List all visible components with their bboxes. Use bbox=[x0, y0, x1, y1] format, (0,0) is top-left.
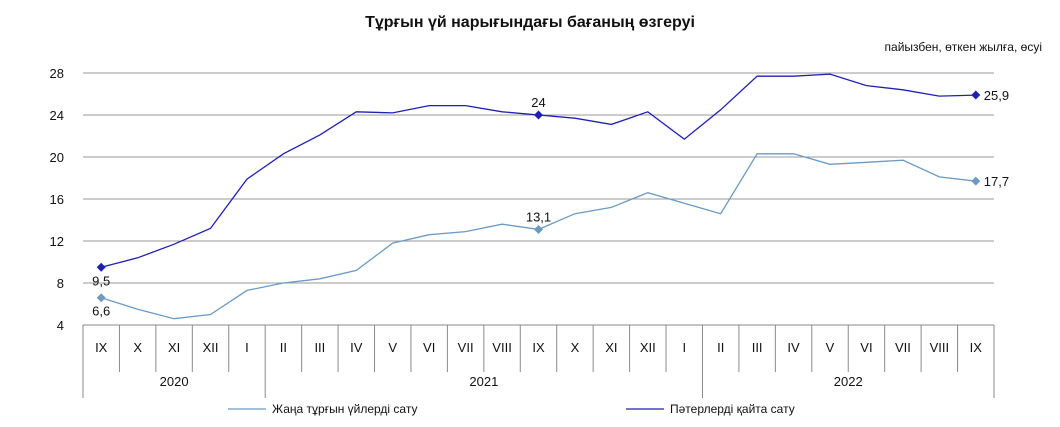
x-tick-label: XII bbox=[203, 340, 219, 355]
x-tick-label: II bbox=[280, 340, 287, 355]
data-marker bbox=[96, 262, 106, 272]
data-label: 17,7 bbox=[984, 174, 1009, 189]
x-tick-label: XI bbox=[605, 340, 617, 355]
x-tick-label: III bbox=[752, 340, 763, 355]
x-tick-label: I bbox=[245, 340, 249, 355]
y-tick-label: 20 bbox=[50, 150, 64, 165]
data-label: 25,9 bbox=[984, 88, 1009, 103]
x-tick-label: VII bbox=[458, 340, 474, 355]
y-tick-label: 16 bbox=[50, 192, 64, 207]
data-label: 6,6 bbox=[92, 304, 110, 319]
x-tick-label: VIII bbox=[930, 340, 950, 355]
x-tick-label: II bbox=[717, 340, 724, 355]
data-label: 13,1 bbox=[526, 209, 551, 224]
x-tick-label: X bbox=[571, 340, 580, 355]
legend-label: Жаңа тұрғын үйлерді сату bbox=[272, 402, 417, 416]
x-tick-label: X bbox=[133, 340, 142, 355]
x-tick-label: VII bbox=[895, 340, 911, 355]
x-tick-label: IX bbox=[532, 340, 545, 355]
x-tick-label: XII bbox=[640, 340, 656, 355]
x-tick-label: VI bbox=[423, 340, 435, 355]
x-tick-label: XI bbox=[168, 340, 180, 355]
data-marker bbox=[971, 176, 981, 186]
data-label: 24 bbox=[531, 95, 545, 110]
series-line bbox=[101, 153, 976, 320]
data-marker bbox=[96, 293, 106, 303]
x-tick-label: IV bbox=[787, 340, 800, 355]
y-tick-label: 24 bbox=[50, 108, 64, 123]
x-tick-label: V bbox=[826, 340, 835, 355]
x-tick-label: IV bbox=[350, 340, 363, 355]
x-tick-label: III bbox=[314, 340, 325, 355]
chart-subtitle: пайызбен, өткен жылға, өсуі bbox=[884, 40, 1042, 54]
data-marker bbox=[534, 224, 543, 234]
x-tick-label: VIII bbox=[492, 340, 512, 355]
y-tick-label: 28 bbox=[50, 66, 64, 81]
year-label: 2022 bbox=[834, 374, 863, 389]
y-tick-label: 4 bbox=[57, 318, 64, 333]
year-label: 2021 bbox=[469, 374, 498, 389]
x-tick-label: IX bbox=[970, 340, 983, 355]
y-tick-label: 8 bbox=[57, 276, 64, 291]
x-tick-label: V bbox=[388, 340, 397, 355]
data-label: 9,5 bbox=[92, 273, 110, 288]
legend-label: Пәтерлерді қайта сату bbox=[670, 402, 795, 416]
x-tick-label: I bbox=[682, 340, 686, 355]
x-tick-label: IX bbox=[95, 340, 108, 355]
x-tick-label: VI bbox=[860, 340, 872, 355]
chart-title: Тұрғын үй нарығындағы бағаның өзгеруі bbox=[365, 14, 695, 31]
year-label: 2020 bbox=[160, 374, 189, 389]
data-marker bbox=[971, 90, 981, 100]
data-marker bbox=[534, 110, 543, 120]
y-tick-label: 12 bbox=[50, 234, 64, 249]
